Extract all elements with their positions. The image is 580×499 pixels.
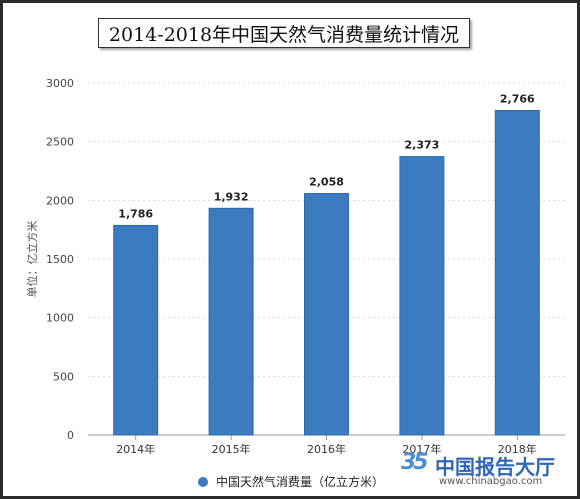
watermark-name: 中国报告大厅 <box>435 455 555 479</box>
legend[interactable]: 中国天然气消费量（亿立方米） <box>198 473 384 490</box>
y-tick-label: 2500 <box>46 136 74 149</box>
x-tick-label: 2014年 <box>116 442 155 456</box>
bar-2[interactable] <box>208 207 254 436</box>
bar-3[interactable] <box>304 193 349 436</box>
y-tick-label: 0 <box>67 429 74 442</box>
bar-5[interactable] <box>494 109 540 436</box>
bar-value-label: 1,786 <box>118 207 153 220</box>
y-tick-label: 1000 <box>46 312 74 325</box>
y-axis-label: 单位：亿立方米 <box>25 221 39 298</box>
watermark: 35 中国报告大厅 www.chinabgao.com <box>401 448 571 490</box>
legend-label: 中国天然气消费量（亿立方米） <box>216 475 385 489</box>
y-tick-label: 1500 <box>46 253 74 266</box>
x-tick-label: 2015年 <box>212 442 251 456</box>
bars <box>113 109 540 436</box>
bar-1[interactable] <box>113 224 159 436</box>
data-labels: 1,786 1,932 2,058 2,373 2,766 <box>118 92 535 220</box>
legend-swatch-icon <box>198 476 208 487</box>
bar-value-label: 2,766 <box>500 92 535 105</box>
bar-4[interactable] <box>399 156 445 436</box>
x-tick-label: 2018年 <box>498 442 537 456</box>
axes: 0 500 1000 1500 2000 2500 3000 2014年 2015年 2016年 2… <box>46 77 565 456</box>
chart-plot: 0 500 1000 1500 2000 2500 3000 2014年 2015年 2016年 2… <box>25 77 565 456</box>
bar-value-label: 2,058 <box>309 176 344 189</box>
watermark-logo-icon: 35 <box>401 450 429 475</box>
bar-value-label: 2,373 <box>405 139 440 152</box>
bar-value-label: 1,932 <box>214 190 249 203</box>
x-tick-label: 2016年 <box>307 442 346 456</box>
watermark-url: www.chinabgao.com <box>439 476 543 487</box>
y-tick-label: 3000 <box>46 77 74 90</box>
x-tick-label: 2017年 <box>402 442 441 456</box>
chart-title: 2014-2018年中国天然气消费量统计情况 <box>98 18 470 48</box>
y-tick-label: 2000 <box>46 194 74 207</box>
y-tick-label: 500 <box>53 370 74 383</box>
